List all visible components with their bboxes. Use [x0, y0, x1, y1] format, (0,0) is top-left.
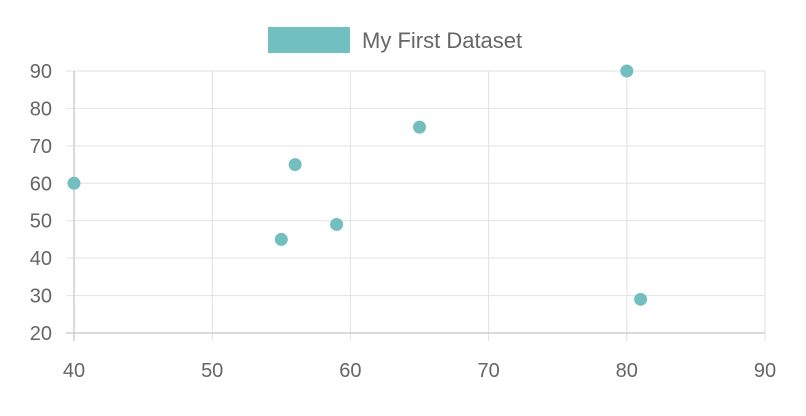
- data-point[interactable]: [274, 232, 288, 246]
- axes: [66, 71, 765, 341]
- data-point[interactable]: [620, 64, 634, 78]
- legend-label: My First Dataset: [362, 28, 522, 53]
- data-point[interactable]: [288, 158, 302, 172]
- data-point[interactable]: [330, 217, 344, 231]
- x-tick-label: 60: [339, 360, 361, 382]
- data-points: [67, 64, 648, 306]
- data-point[interactable]: [67, 176, 81, 190]
- x-tick-label: 40: [63, 360, 85, 382]
- x-tick-label: 50: [201, 360, 223, 382]
- x-tick-label: 90: [754, 360, 776, 382]
- y-axis-ticks: 90 80 70 60 50 40 30 20: [30, 61, 52, 345]
- x-axis-ticks: 40 50 60 70 80 90: [63, 360, 776, 382]
- y-tick-label: 20: [30, 323, 52, 345]
- y-tick-label: 90: [30, 61, 52, 83]
- y-tick-label: 70: [30, 136, 52, 158]
- data-point[interactable]: [634, 292, 648, 306]
- y-tick-label: 30: [30, 286, 52, 308]
- y-tick-label: 80: [30, 98, 52, 120]
- x-tick-label: 70: [477, 360, 499, 382]
- x-tick-label: 80: [616, 360, 638, 382]
- y-tick-label: 40: [30, 248, 52, 270]
- legend[interactable]: My First Dataset: [268, 27, 522, 53]
- y-tick-label: 50: [30, 211, 52, 233]
- grid: [66, 70, 766, 341]
- y-tick-label: 60: [30, 173, 52, 195]
- data-point[interactable]: [413, 120, 426, 134]
- legend-swatch: [268, 27, 350, 53]
